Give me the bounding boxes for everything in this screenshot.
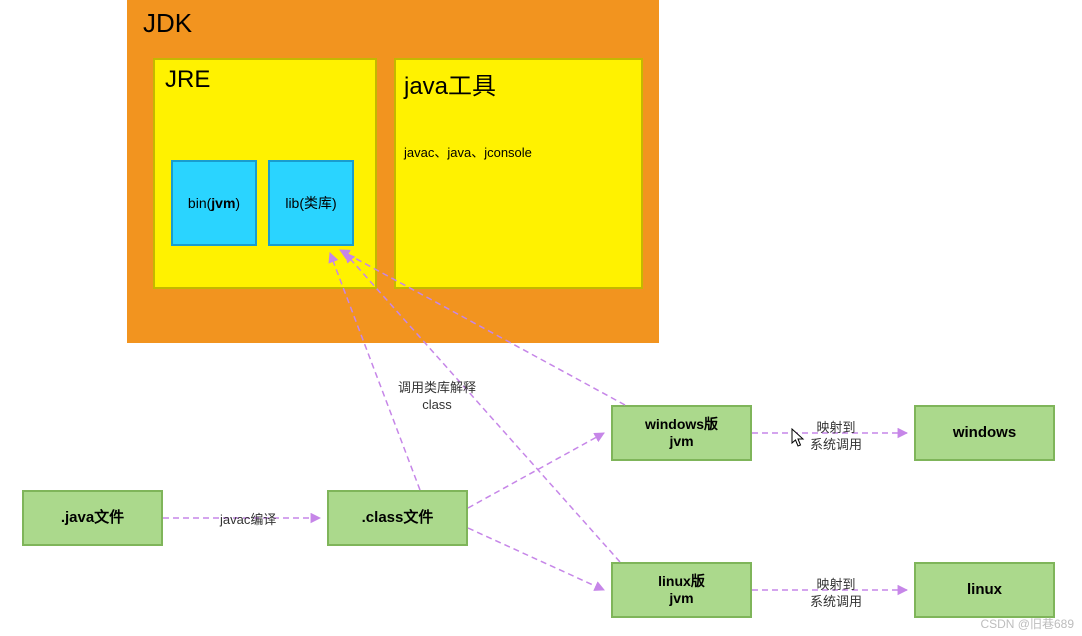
linux-jvm-label: linux版 jvm <box>658 573 705 608</box>
edge-label-6: 映射到 系统调用 <box>810 420 862 454</box>
lib-label: lib(类库) <box>285 193 336 213</box>
java-tools-container: java工具 javac、java、jconsole <box>394 58 643 289</box>
bin-label: bin(jvm) <box>188 195 240 211</box>
edge-label-0: javac编译 <box>220 512 276 529</box>
windows-jvm-box: windows版 jvm <box>611 405 752 461</box>
linux-jvm-box: linux版 jvm <box>611 562 752 618</box>
java-tools-sublabel: javac、java、jconsole <box>404 142 532 161</box>
java-file-box: .java文件 <box>22 490 163 546</box>
java-tools-title: java工具 <box>404 66 496 101</box>
edge-classfile-linuxjvm <box>468 528 604 590</box>
windows-jvm-label: windows版 jvm <box>645 416 718 451</box>
linux-label: linux <box>967 581 1002 600</box>
watermark: CSDN @旧巷689 <box>980 615 1074 632</box>
edge-label-7: 映射到 系统调用 <box>810 577 862 611</box>
jdk-title: JDK <box>143 8 192 39</box>
lib-box: lib(类库) <box>268 160 354 246</box>
java-file-label: .java文件 <box>61 509 124 528</box>
windows-box: windows <box>914 405 1055 461</box>
class-file-box: .class文件 <box>327 490 468 546</box>
edge-label-3: 调用类库解释 class <box>398 380 476 414</box>
class-file-label: .class文件 <box>362 509 434 528</box>
cursor-icon <box>791 428 807 453</box>
windows-label: windows <box>953 424 1016 443</box>
linux-box: linux <box>914 562 1055 618</box>
edge-classfile-winjvm <box>468 433 604 508</box>
jre-title: JRE <box>165 66 210 94</box>
bin-jvm-box: bin(jvm) <box>171 160 257 246</box>
